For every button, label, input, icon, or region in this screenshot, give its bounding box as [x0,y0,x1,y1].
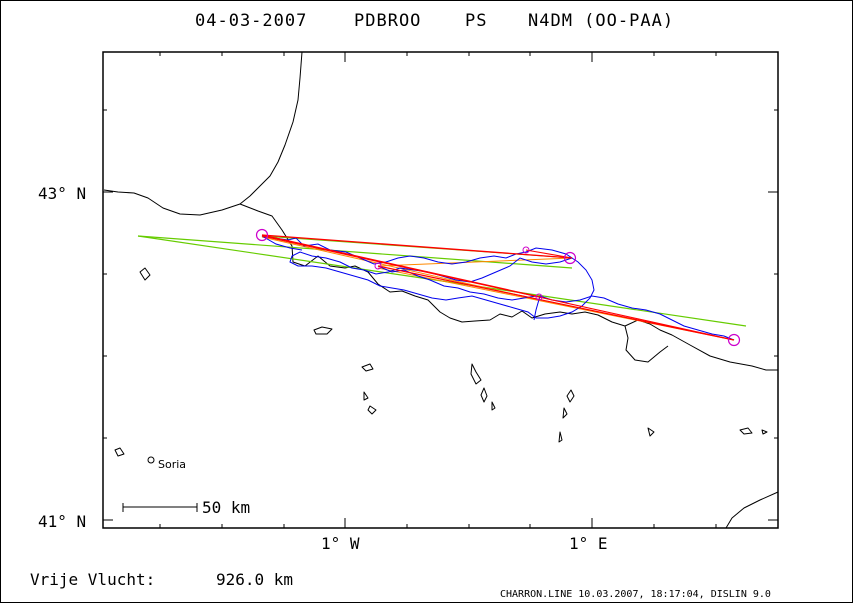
turnpoint-start [255,228,269,242]
lake-10 [562,407,568,419]
lat-label-43n: 43° N [38,184,86,203]
title-date: 04-03-2007 [195,11,307,31]
lake-4 [470,363,482,385]
turnpoint-south [535,293,543,301]
lake-3 [361,363,374,372]
turnpoint-east [563,251,577,265]
coastline-south [725,491,779,529]
place-marker [147,456,155,464]
flight-track [261,235,735,341]
lake-11 [558,431,563,443]
flight-track-path [261,235,735,341]
lake-7 [367,405,377,415]
title-aircraft: N4DM (OO-PAA) [528,11,674,31]
scale-bar [122,503,198,512]
task-leg-3 [377,265,735,341]
title-category: PS [465,11,487,31]
lat-label-41n: 41° N [38,512,86,531]
software-credit: CHARRON.LINE 10.03.2007, 18:17:04, DISLI… [500,589,771,600]
task-legs [261,234,735,341]
coastline-france [103,51,303,216]
turnpoint-small [522,246,530,254]
lake-1 [139,267,151,281]
lon-label-1e: 1° E [569,534,608,553]
task-leg-4 [261,235,735,341]
lake-9 [491,401,496,411]
title-pilot: PDBROO [354,11,421,31]
task-leg-1 [261,234,573,259]
lake-12 [647,427,655,437]
lake-6 [363,391,369,401]
free-flight-label: Vrije Vlucht: [30,570,155,589]
border-pyrenees [239,203,778,371]
free-flight-line-2 [137,235,573,269]
coastline-catalonia [624,325,669,363]
coastline [103,51,779,529]
lake-15 [114,447,125,457]
lon-label-1w: 1° W [321,534,360,553]
axis-ticks [103,52,778,528]
free-flight-value: 926.0 km [216,570,293,589]
lake-5 [566,389,575,403]
alt-line-2 [377,257,573,267]
place-label: Soria [158,458,186,471]
turnpoint-finish [727,333,741,347]
turnpoints [255,228,741,347]
map-frame [102,51,779,529]
lake-2 [313,326,333,335]
lake-8 [480,387,488,403]
lake-14 [761,429,768,435]
scale-label: 50 km [202,498,250,517]
turnpoint-mid [374,262,382,270]
lake-13 [739,427,753,435]
